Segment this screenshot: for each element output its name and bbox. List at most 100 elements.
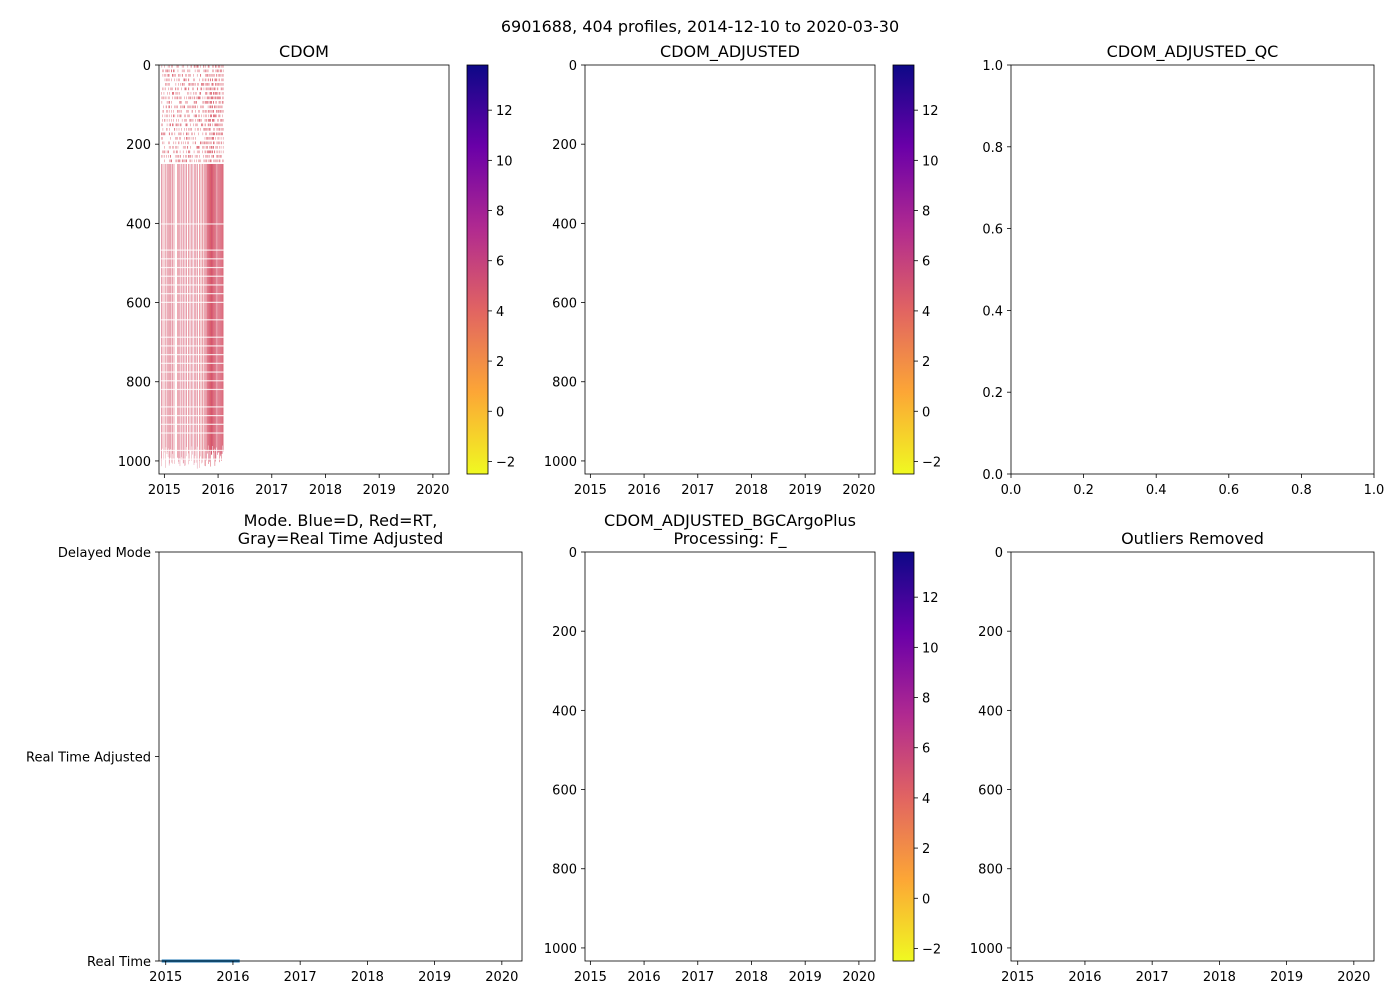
chart-title-line2: Processing: F_ [673,529,787,549]
heatmap-gap [161,423,224,425]
heatmap-column [209,163,211,451]
colorbar-tick-label: 12 [496,104,513,119]
x-tick-label: 2018 [351,970,384,985]
heatmap-column [208,163,210,452]
y-tick-label: 0 [143,59,151,74]
x-tick-label: 2016 [1068,970,1101,985]
heatmap-column [216,163,217,448]
panel-outliers: Outliers Removed 2015 2016 2017 2018 2019 2020… [970,529,1375,985]
x-tick-label: 2019 [1270,970,1303,985]
colorbar: −2 0 2 4 6 8 10 12 [892,551,941,962]
y-tick-label: 200 [552,138,577,153]
colorbar-gradient [467,65,488,474]
heatmap-gap [161,449,224,452]
heatmap-column [217,163,218,455]
y-tick-label: 800 [552,376,577,391]
heatmap-column [210,163,211,467]
x-tick-label: 2018 [309,483,342,498]
colorbar-tick-label: 2 [496,355,504,370]
colorbar-tick-label: 0 [922,892,930,907]
colorbar-tick-label: 6 [496,255,504,270]
heatmap-gap [161,345,224,347]
heatmap-column [214,163,216,466]
chart-title-line2: Gray=Real Time Adjusted [238,529,444,548]
heatmap-gap [161,388,224,391]
x-tick-label: 2017 [681,483,714,498]
heatmap-column [205,163,206,467]
x-tick-label: 2019 [363,483,396,498]
y-tick-label: 0 [995,546,1003,561]
x-tick-label: 2020 [416,483,449,498]
y-tick-label: 0.2 [982,386,1003,401]
heatmap-column [213,163,214,453]
heatmap-column [221,163,223,454]
x-tick-label: 0.8 [1291,483,1312,498]
heatmap-gap [161,301,224,303]
heatmap-data [161,65,224,469]
axes-frame [158,64,450,475]
axes-frame [1010,64,1375,475]
heatmap-column [219,163,220,463]
y-tick-label: 1000 [544,455,577,470]
chart-title: CDOM_ADJUSTED_BGCArgoPlus [604,511,856,531]
chart-title: CDOM_ADJUSTED_QC [1107,42,1279,62]
colorbar-tick-label: −2 [922,455,941,470]
y-tick-label: 1000 [544,942,577,957]
heatmap-gap [161,223,224,225]
y-tick-label: 800 [552,863,577,878]
colorbar: −2 0 2 4 6 8 10 12 [466,64,515,475]
y-tick-label: 1000 [970,942,1003,957]
y-tick-label: 400 [126,217,151,232]
x-tick-label: 2015 [574,970,607,985]
x-tick-label: 2016 [628,483,661,498]
heatmap-gap [161,249,224,251]
x-tick-label: 2017 [284,970,317,985]
heatmap-column [219,163,221,455]
colorbar-tick-label: 6 [922,255,930,270]
heatmap-column [221,163,222,461]
y-tick-label: 400 [552,704,577,719]
colorbar-tick-label: −2 [496,455,515,470]
y-tick-label: 1000 [118,455,151,470]
colorbar-frame [892,64,915,475]
chart-title: Outliers Removed [1121,529,1264,548]
heatmap-column [217,163,219,453]
heatmap-column [214,163,215,449]
y-tick-label: 200 [978,625,1003,640]
heatmap-gap [161,319,224,321]
colorbar-tick-label: 12 [922,591,939,606]
y-tick-label: 400 [552,217,577,232]
colorbar-tick-label: 2 [922,842,930,857]
x-tick-label: 2016 [216,970,249,985]
y-tick-label: 600 [552,297,577,312]
colorbar-tick-label: 6 [922,742,930,757]
y-tick-label: 600 [978,784,1003,799]
axes-frame [584,551,876,962]
colorbar-tick-label: 10 [922,154,939,169]
x-tick-label: 2018 [1203,970,1236,985]
colorbar-frame [892,551,915,962]
heatmap-column [220,163,221,457]
colorbar-frame [466,64,489,475]
x-tick-label: 0.0 [1001,483,1022,498]
heatmap-column [222,163,224,452]
x-tick-label: 2020 [1337,970,1370,985]
heatmap-gap [161,415,224,417]
x-tick-label: 2017 [255,483,288,498]
heatmap-gap [161,275,224,277]
colorbar-tick-label: 8 [496,205,504,220]
x-tick-label: 2016 [628,970,661,985]
heatmap-column [213,163,215,460]
x-tick-label: 2018 [735,483,768,498]
chart-title: CDOM [279,42,329,61]
colorbar-tick-label: 0 [496,405,504,420]
y-tick-label: 800 [126,376,151,391]
heatmap-column [206,163,208,451]
colorbar-tick-label: −2 [922,942,941,957]
x-tick-label: 2020 [485,970,518,985]
colorbar-tick-label: 8 [922,205,930,220]
heatmap-column [220,163,222,454]
x-tick-label: 2020 [842,483,875,498]
